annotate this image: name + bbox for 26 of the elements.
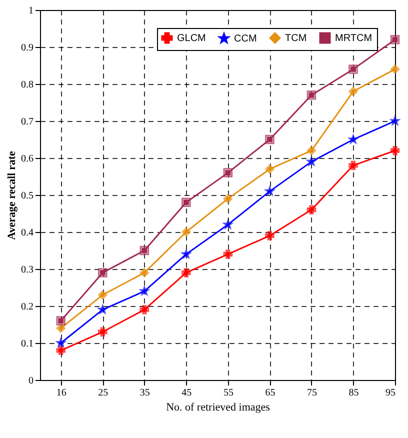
y-tick-label: 0.2 <box>21 302 34 312</box>
legend-label: TCM <box>285 33 307 44</box>
x-tick-label: 35 <box>140 388 150 398</box>
y-tick-label: 0.5 <box>21 190 34 202</box>
legend-label: CCM <box>234 33 257 44</box>
x-tick-label: 25 <box>98 388 108 398</box>
x-tick-label: 85 <box>348 388 359 398</box>
y-tick-label: 0.1 <box>21 338 34 350</box>
y-tick-label: 0.9 <box>21 42 34 54</box>
y-tick-label: 0.6 <box>21 154 34 164</box>
y-tick-label: 0.3 <box>21 264 34 276</box>
x-axis-title: No. of retrieved images <box>166 402 270 414</box>
y-tick-label: 0.8 <box>21 80 34 90</box>
y-axis-title: Average recall rate <box>6 151 18 240</box>
x-tick-label: 55 <box>223 388 234 398</box>
y-tick-label: 0 <box>28 376 34 386</box>
y-tick-label: 0.4 <box>21 228 34 238</box>
x-tick-label: 65 <box>265 388 276 398</box>
x-tick-label: 95 <box>386 388 396 398</box>
legend-label: GLCM <box>177 33 206 44</box>
y-tick-label: 0.7 <box>21 116 34 128</box>
x-tick-label: 75 <box>306 388 317 398</box>
x-tick-label: 45 <box>182 388 192 398</box>
legend-label: MRTCM <box>335 33 372 44</box>
y-tick-label: 1 <box>28 6 34 16</box>
x-tick-label: 16 <box>56 388 66 398</box>
